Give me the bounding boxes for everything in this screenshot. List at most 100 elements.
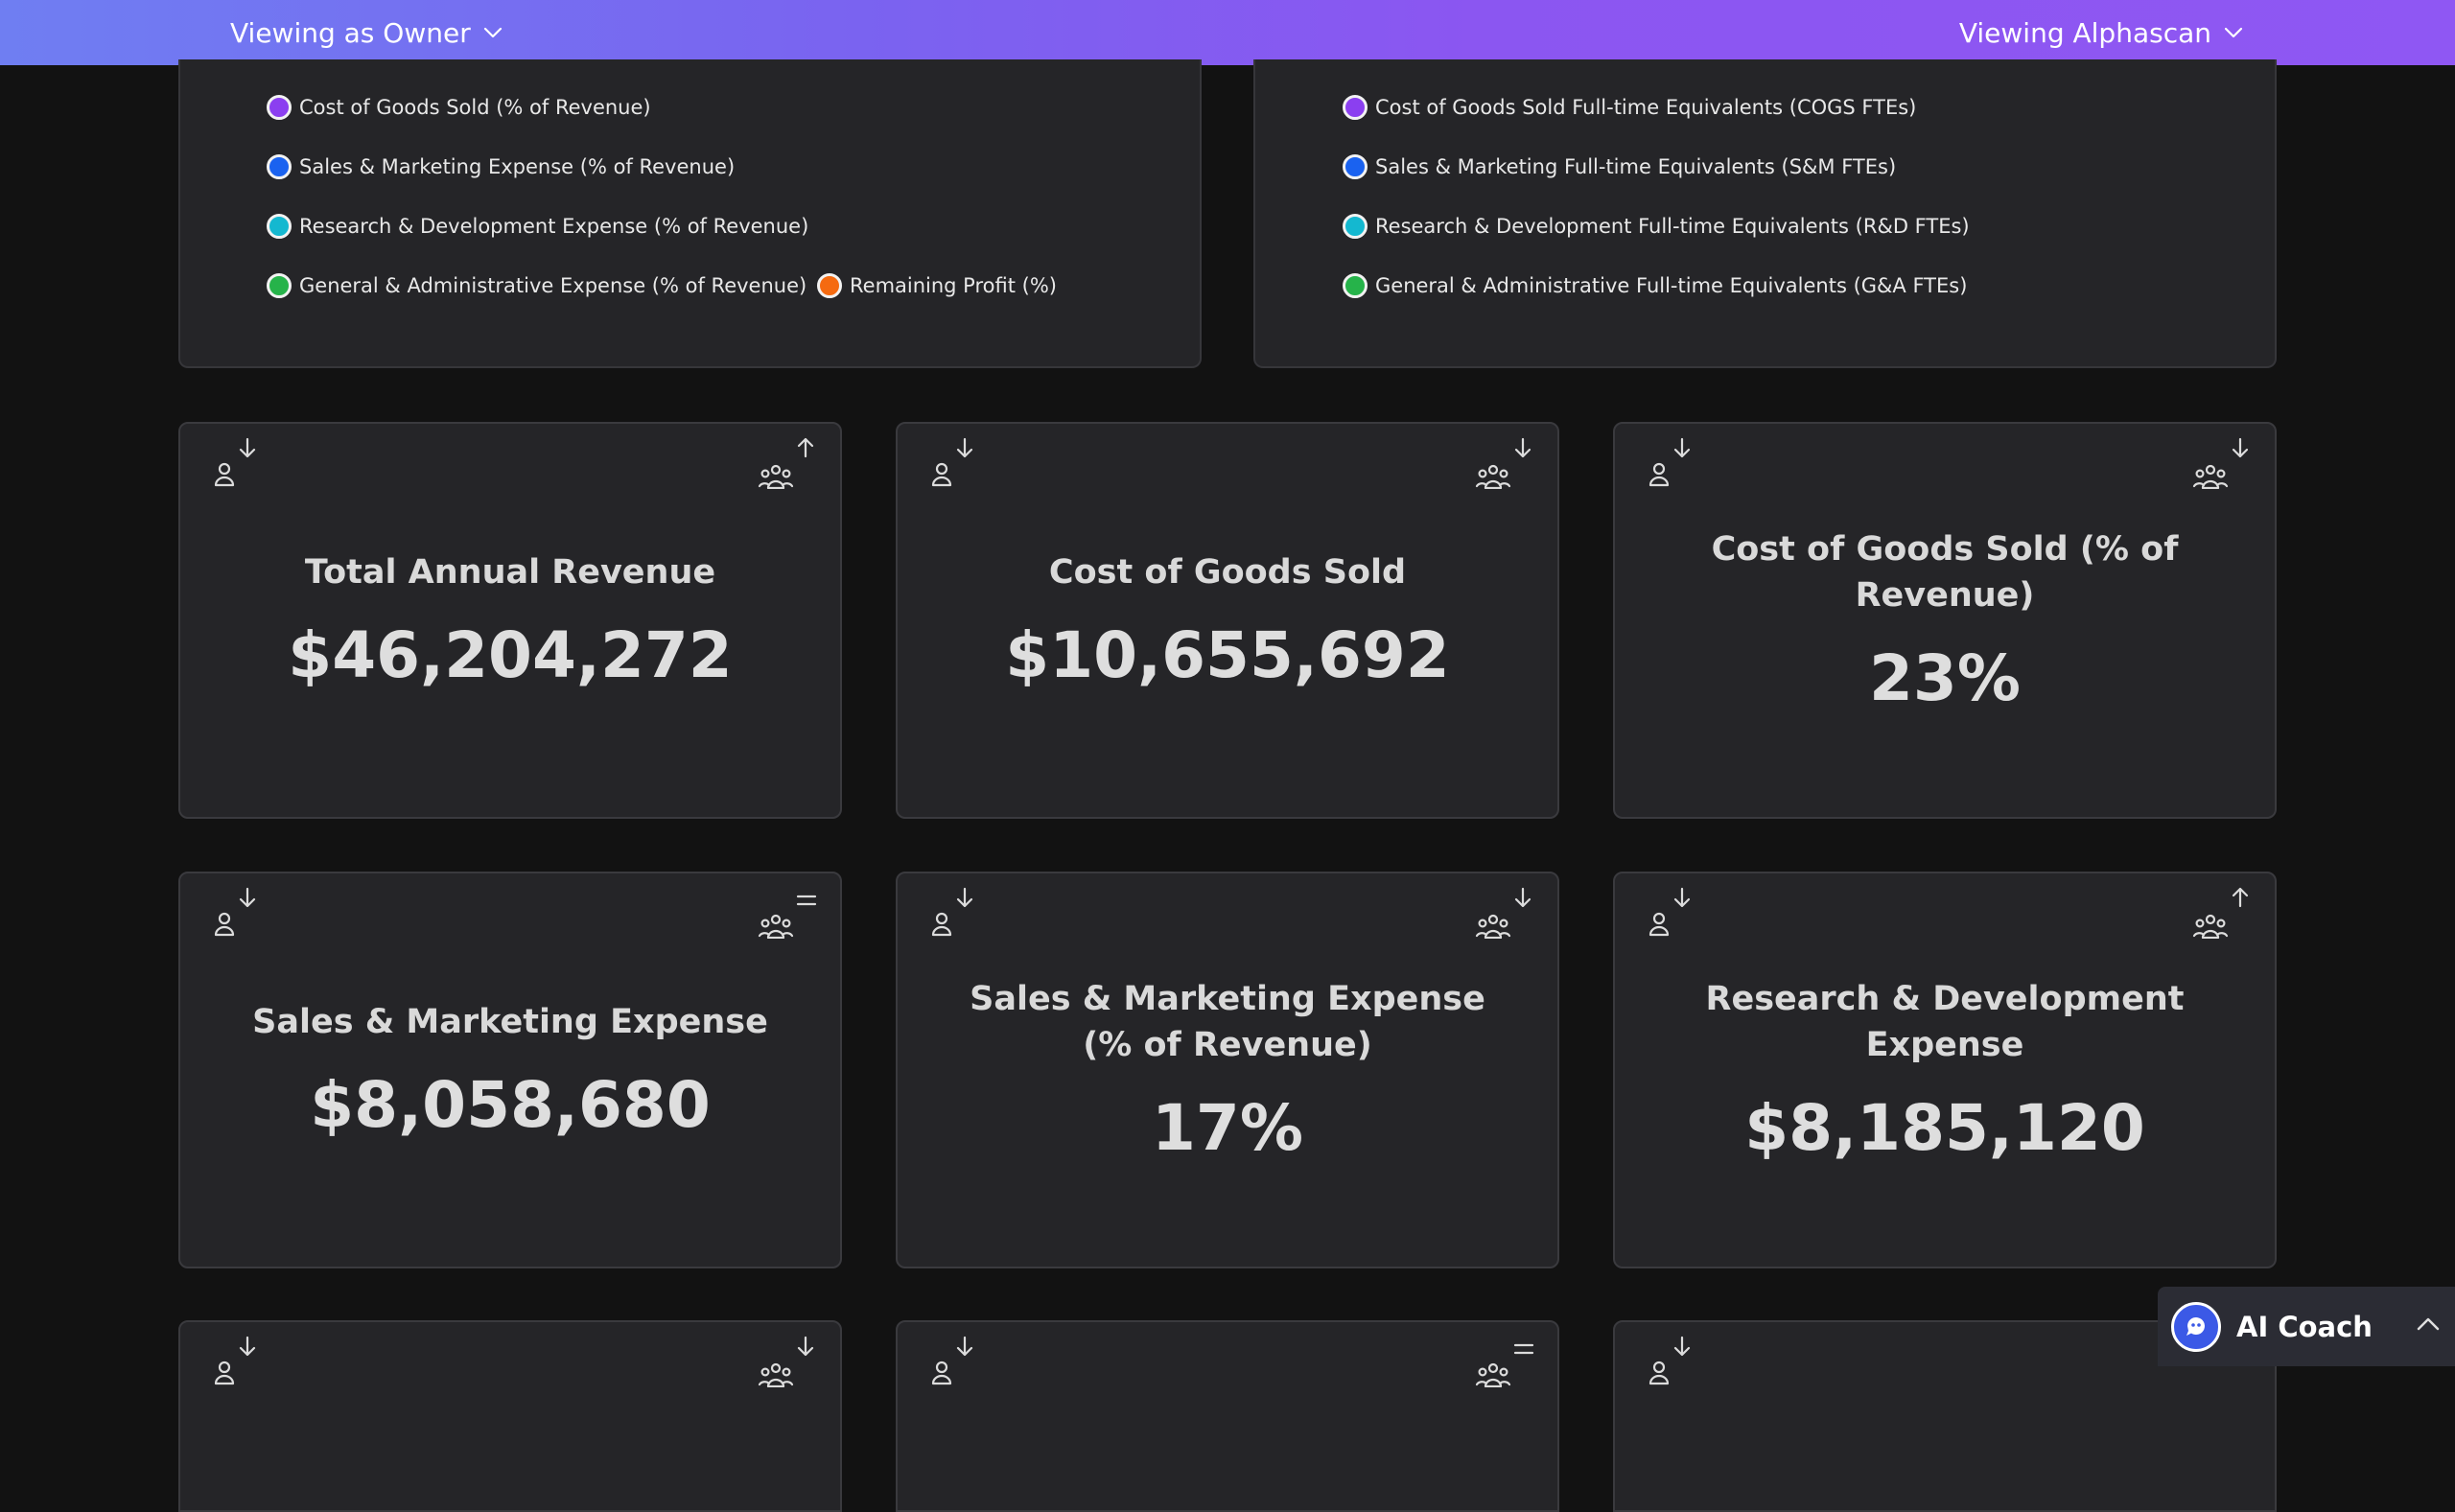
group-icon [758, 1362, 794, 1387]
legend-item[interactable]: General & Administrative Expense (% of R… [267, 273, 807, 298]
fte-breakdown-legend: Cost of Goods Sold Full-time Equivalents… [1253, 59, 2277, 368]
peer-trend-indicator [1475, 887, 1538, 944]
metric-card-sales-marketing-expense[interactable]: Sales & Marketing Expense $8,058,680 [178, 872, 842, 1268]
top-bar: Viewing as Owner Viewing Alphascan [0, 0, 2455, 65]
self-trend-indicator [213, 1336, 270, 1393]
metric-value: $8,058,680 [310, 1067, 711, 1142]
legend-label: Research & Development Full-time Equival… [1375, 215, 1970, 238]
legend-item[interactable]: Remaining Profit (%) [817, 273, 1057, 298]
company-selector[interactable]: Viewing Alphascan [1959, 17, 2244, 49]
arrow-up-icon [797, 437, 814, 458]
equal-icon [1513, 1343, 1534, 1355]
person-icon [931, 1361, 952, 1385]
arrow-up-icon [2232, 887, 2249, 908]
chat-bubble-icon [2186, 1316, 2205, 1336]
metric-title: Total Annual Revenue [304, 552, 716, 592]
metric-value: $10,655,692 [1005, 617, 1450, 692]
self-trend-indicator [213, 437, 270, 495]
legend-swatch [817, 273, 842, 298]
person-icon [931, 462, 952, 487]
legend-item[interactable]: Sales & Marketing Expense (% of Revenue) [267, 154, 735, 179]
arrow-down-icon [1673, 1336, 1691, 1357]
group-icon [2192, 914, 2229, 939]
arrow-down-icon [239, 437, 256, 458]
group-icon [2192, 464, 2229, 489]
metric-value: 17% [1152, 1090, 1303, 1165]
legend-label: General & Administrative Expense (% of R… [299, 274, 807, 297]
arrow-down-icon [956, 1336, 973, 1357]
metric-title: Cost of Goods Sold [1048, 552, 1407, 592]
legend-item[interactable]: Cost of Goods Sold Full-time Equivalents… [1343, 95, 1916, 120]
arrow-down-icon [239, 887, 256, 908]
metric-title: Sales & Marketing Expense (% of Revenue) [970, 979, 1485, 1064]
legend-item[interactable]: Research & Development Full-time Equival… [1343, 214, 1970, 239]
chevron-down-icon [483, 27, 502, 38]
person-icon [1648, 462, 1670, 487]
legend-label: Sales & Marketing Expense (% of Revenue) [299, 155, 736, 178]
ai-coach-widget[interactable]: AI Coach [2158, 1287, 2455, 1366]
legend-swatch [267, 214, 292, 239]
legend-item[interactable]: Sales & Marketing Full-time Equivalents … [1343, 154, 1896, 179]
self-trend-indicator [930, 887, 988, 944]
chevron-up-icon[interactable] [2415, 1314, 2442, 1337]
arrow-down-icon [956, 887, 973, 908]
ai-coach-avatar-icon [2171, 1301, 2221, 1352]
legend-swatch [267, 273, 292, 298]
legend-label: Sales & Marketing Full-time Equivalents … [1375, 155, 1897, 178]
metric-card-total-annual-revenue[interactable]: Total Annual Revenue $46,204,272 [178, 422, 842, 819]
legend-label: Research & Development Expense (% of Rev… [299, 215, 809, 238]
legend-swatch [1343, 154, 1368, 179]
legend-item[interactable]: Research & Development Expense (% of Rev… [267, 214, 808, 239]
revenue-breakdown-legend: Cost of Goods Sold (% of Revenue) Sales … [178, 59, 1202, 368]
arrow-down-icon [2232, 437, 2249, 458]
person-icon [214, 1361, 235, 1385]
self-trend-indicator [1648, 437, 1705, 495]
group-icon [758, 464, 794, 489]
metric-value: $46,204,272 [288, 617, 733, 692]
self-trend-indicator [930, 437, 988, 495]
role-selector[interactable]: Viewing as Owner [230, 17, 503, 49]
legend-label: Cost of Goods Sold Full-time Equivalents… [1375, 96, 1917, 119]
group-icon [1475, 914, 1511, 939]
chevron-down-icon [2224, 27, 2243, 38]
arrow-down-icon [1514, 437, 1531, 458]
legend-swatch [1343, 214, 1368, 239]
legend-item[interactable]: Cost of Goods Sold (% of Revenue) [267, 95, 651, 120]
peer-trend-indicator [758, 1336, 821, 1393]
arrow-down-icon [797, 1336, 814, 1357]
metric-value: 23% [1869, 640, 2021, 715]
metric-card-partial[interactable] [178, 1320, 842, 1512]
self-trend-indicator [1648, 1336, 1705, 1393]
arrow-down-icon [1514, 887, 1531, 908]
legend-item[interactable]: General & Administrative Full-time Equiv… [1343, 273, 1967, 298]
group-icon [758, 914, 794, 939]
arrow-down-icon [239, 1336, 256, 1357]
metric-card-cogs-percent[interactable]: Cost of Goods Sold (% of Revenue) 23% [1613, 422, 2277, 819]
group-icon [1475, 1362, 1511, 1387]
metric-title: Sales & Marketing Expense [252, 1002, 768, 1041]
arrow-down-icon [1673, 887, 1691, 908]
ai-coach-label: AI Coach [2236, 1310, 2373, 1343]
arrow-down-icon [956, 437, 973, 458]
legend-swatch [267, 154, 292, 179]
equal-icon [796, 895, 817, 906]
peer-trend-indicator [2192, 887, 2256, 944]
metric-card-sales-marketing-percent[interactable]: Sales & Marketing Expense (% of Revenue)… [896, 872, 1559, 1268]
person-icon [1648, 1361, 1670, 1385]
metric-card-partial[interactable] [896, 1320, 1559, 1512]
peer-trend-indicator [758, 437, 821, 495]
peer-trend-indicator [758, 887, 821, 944]
company-label: Viewing Alphascan [1958, 16, 2211, 49]
role-label: Viewing as Owner [230, 16, 471, 49]
person-icon [1648, 912, 1670, 937]
legend-label: General & Administrative Full-time Equiv… [1375, 274, 1968, 297]
metric-card-research-development-expense[interactable]: Research & Development Expense $8,185,12… [1613, 872, 2277, 1268]
self-trend-indicator [930, 1336, 988, 1393]
metric-title: Research & Development Expense [1705, 979, 2185, 1064]
legend-swatch [267, 95, 292, 120]
metric-card-cost-of-goods-sold[interactable]: Cost of Goods Sold $10,655,692 [896, 422, 1559, 819]
peer-trend-indicator [1475, 437, 1538, 495]
person-icon [214, 912, 235, 937]
peer-trend-indicator [2192, 437, 2256, 495]
person-icon [214, 462, 235, 487]
